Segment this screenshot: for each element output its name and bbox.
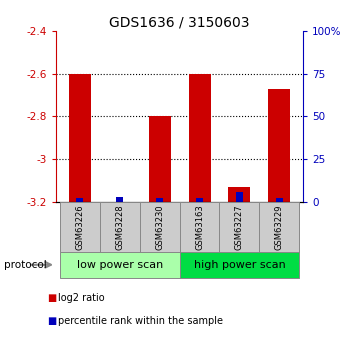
Text: ■: ■ <box>47 294 56 303</box>
Bar <box>69 74 91 202</box>
Text: GSM63226: GSM63226 <box>75 204 84 250</box>
Text: GSM63230: GSM63230 <box>155 204 164 250</box>
Bar <box>180 252 299 278</box>
Text: percentile rank within the sample: percentile rank within the sample <box>58 316 223 326</box>
Text: GSM63229: GSM63229 <box>275 204 284 249</box>
Bar <box>219 202 259 252</box>
Bar <box>100 202 140 252</box>
Text: GSM63228: GSM63228 <box>115 204 124 250</box>
Bar <box>276 198 283 202</box>
Text: GSM63227: GSM63227 <box>235 204 244 250</box>
Bar <box>268 89 290 202</box>
Bar <box>60 202 100 252</box>
Text: high power scan: high power scan <box>193 260 285 270</box>
Bar <box>140 202 180 252</box>
Bar <box>259 202 299 252</box>
Title: GDS1636 / 3150603: GDS1636 / 3150603 <box>109 16 250 30</box>
Bar <box>156 198 163 202</box>
Text: ■: ■ <box>47 316 56 326</box>
Text: protocol: protocol <box>4 260 46 270</box>
Text: low power scan: low power scan <box>77 260 163 270</box>
Bar <box>149 117 171 202</box>
Bar <box>236 191 243 202</box>
Text: log2 ratio: log2 ratio <box>58 294 104 303</box>
Bar <box>229 187 251 202</box>
Text: GSM63163: GSM63163 <box>195 204 204 250</box>
Bar <box>196 198 203 202</box>
Bar <box>60 252 180 278</box>
Bar <box>76 198 83 202</box>
Bar <box>188 74 210 202</box>
Bar <box>180 202 219 252</box>
Bar <box>116 197 123 202</box>
